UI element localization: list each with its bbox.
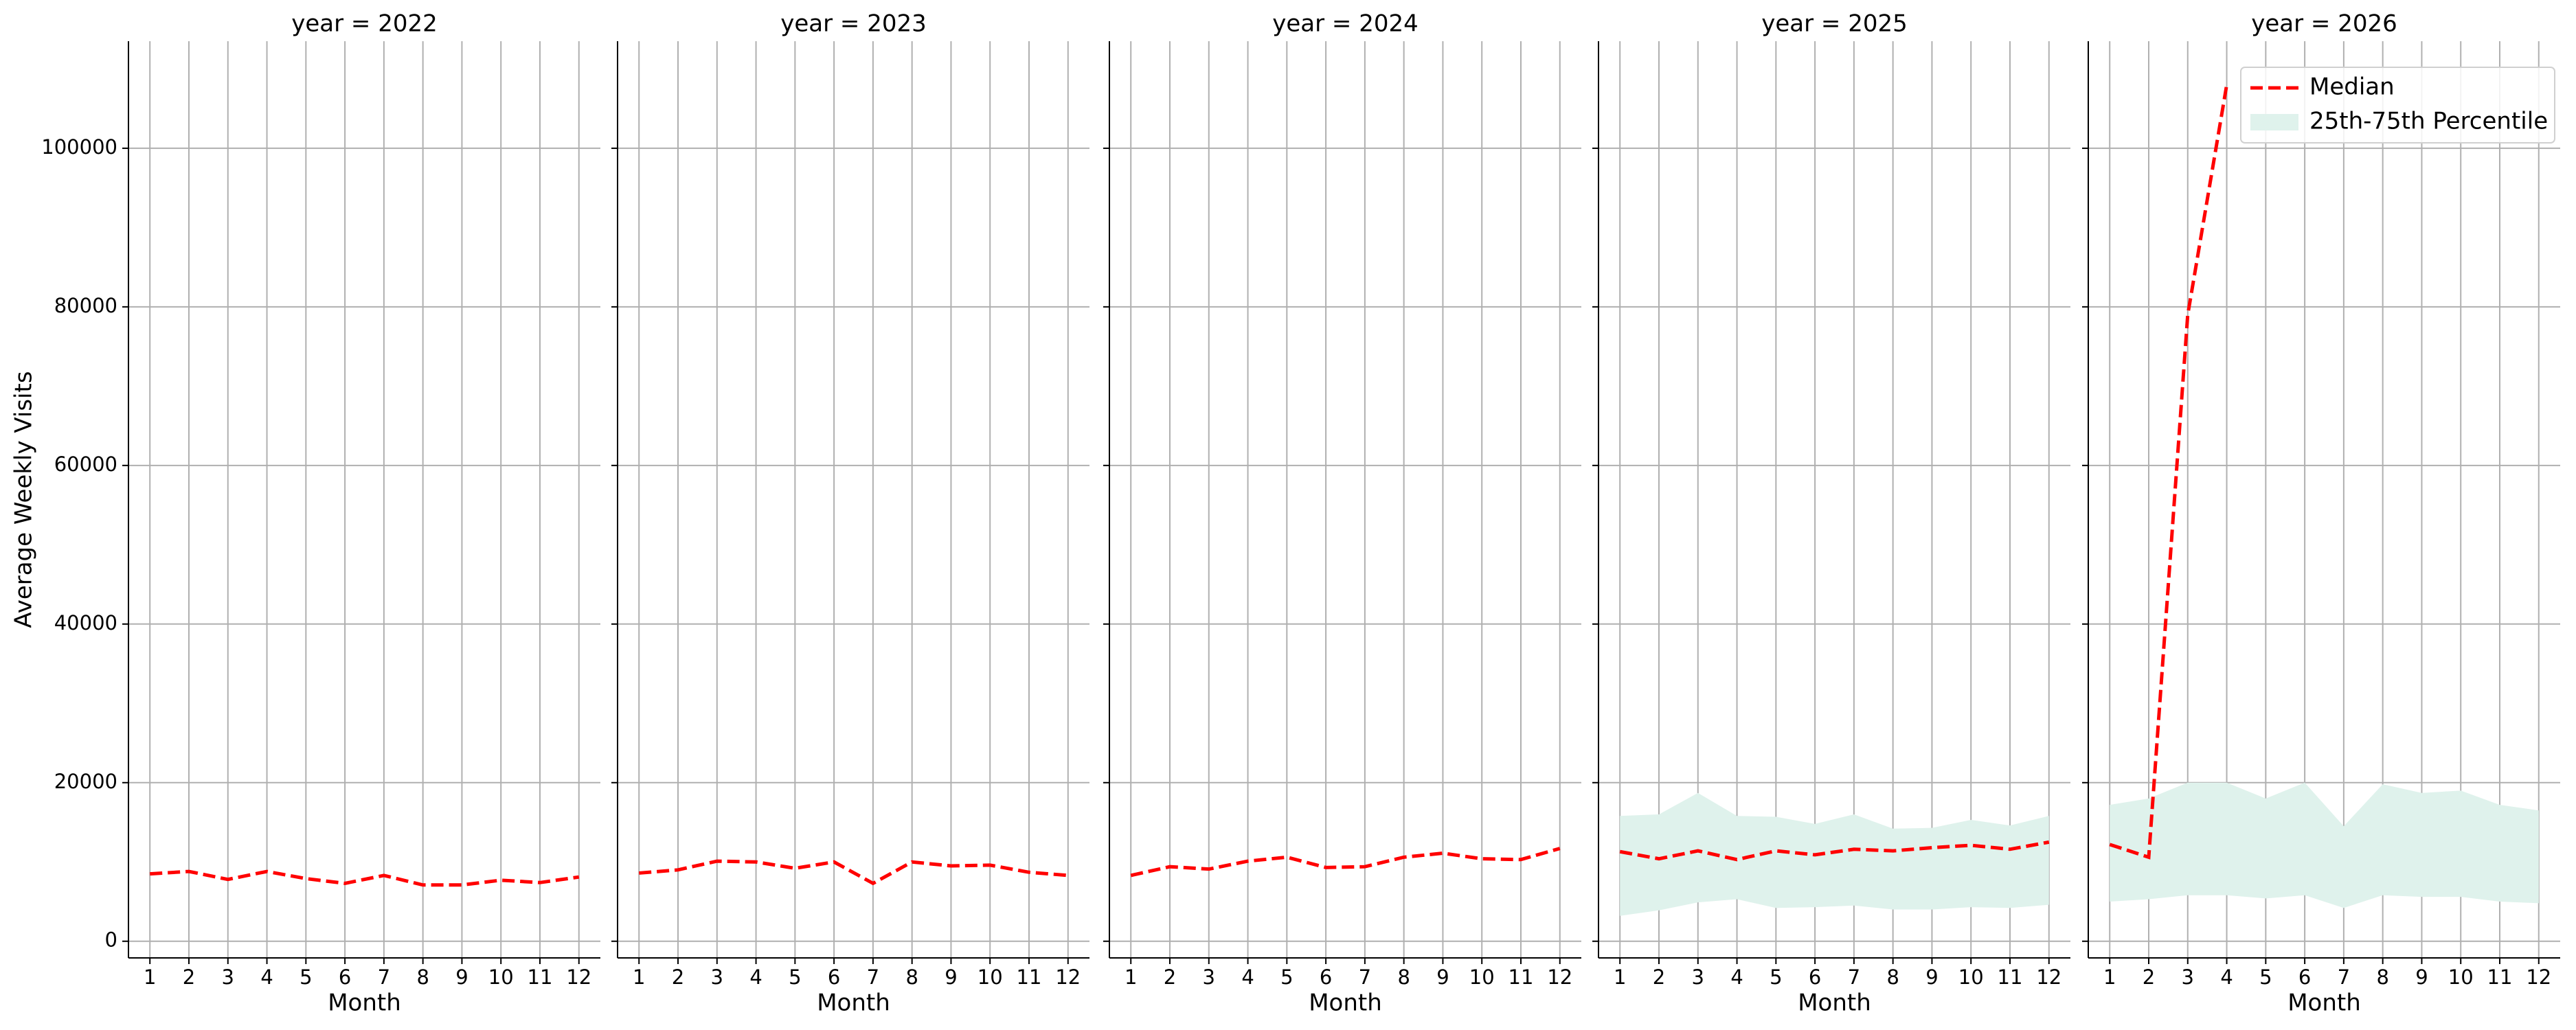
median-line: [1130, 847, 1561, 878]
facet-title: year = 2022: [291, 10, 437, 38]
median-line: [150, 869, 580, 887]
x-tick-label: 12: [566, 965, 591, 989]
x-tick-label: 2: [672, 965, 684, 989]
x-tick-label: 7: [378, 965, 390, 989]
x-tick-label: 6: [828, 965, 840, 989]
x-tick-label: 10: [978, 965, 1003, 989]
percentile-band: [2110, 782, 2539, 908]
x-tick-label: 5: [1280, 965, 1293, 989]
median-line: [1619, 840, 2050, 862]
x-tick-label: 5: [789, 965, 801, 989]
x-tick-label: 10: [2448, 965, 2474, 989]
x-axis-label: Month: [2287, 989, 2361, 1017]
x-tick-label: 8: [416, 965, 429, 989]
x-tick-label: 9: [2415, 965, 2428, 989]
x-tick-label: 7: [1359, 965, 1371, 989]
facet-title: year = 2026: [2251, 10, 2397, 38]
x-tick-label: 4: [749, 965, 762, 989]
x-axis-label: Month: [328, 989, 401, 1017]
x-tick-label: 3: [711, 965, 723, 989]
x-tick-label: 11: [1017, 965, 1042, 989]
y-tick-label: 0: [105, 928, 117, 952]
x-tick-label: 9: [945, 965, 957, 989]
x-tick-label: 9: [1436, 965, 1449, 989]
x-tick-label: 5: [1770, 965, 1782, 989]
x-tick-label: 2: [183, 965, 195, 989]
facet-title: year = 2023: [780, 10, 926, 38]
x-tick-label: 8: [1886, 965, 1899, 989]
x-tick-label: 12: [1547, 965, 1572, 989]
x-tick-label: 6: [339, 965, 351, 989]
x-tick-label: 11: [1509, 965, 1534, 989]
y-tick-label: 100000: [41, 135, 117, 159]
x-tick-label: 3: [222, 965, 234, 989]
x-tick-label: 5: [2259, 965, 2272, 989]
x-tick-label: 7: [867, 965, 879, 989]
percentile-band: [1620, 792, 2049, 916]
x-tick-label: 2: [2143, 965, 2155, 989]
y-tick-label: 40000: [54, 611, 117, 634]
x-tick-label: 6: [2298, 965, 2311, 989]
x-axis-label: Month: [1798, 989, 1871, 1017]
x-tick-label: 1: [633, 965, 645, 989]
x-tick-label: 3: [1692, 965, 1704, 989]
x-tick-label: 3: [2182, 965, 2194, 989]
x-tick-label: 10: [1469, 965, 1495, 989]
x-tick-label: 4: [1730, 965, 1743, 989]
x-tick-label: 7: [2338, 965, 2350, 989]
x-tick-label: 8: [1397, 965, 1410, 989]
x-tick-label: 1: [1125, 965, 1137, 989]
y-tick-label: 80000: [54, 294, 117, 317]
x-tick-label: 12: [2036, 965, 2061, 989]
x-tick-label: 2: [1164, 965, 1176, 989]
y-axis-label: Average Weekly Visits: [10, 371, 38, 628]
x-tick-label: 11: [1998, 965, 2023, 989]
x-tick-label: 4: [260, 965, 273, 989]
x-tick-label: 6: [1809, 965, 1821, 989]
x-tick-label: 8: [2376, 965, 2388, 989]
x-tick-label: 5: [300, 965, 312, 989]
y-tick-label: 20000: [54, 770, 117, 793]
x-tick-label: 10: [488, 965, 514, 989]
x-axis-label: Month: [817, 989, 890, 1017]
x-tick-label: 1: [2103, 965, 2116, 989]
median-line: [2109, 84, 2229, 860]
legend-patch: [2250, 114, 2298, 130]
x-tick-label: 9: [455, 965, 468, 989]
x-tick-label: 4: [2220, 965, 2233, 989]
x-tick-label: 12: [2526, 965, 2551, 989]
x-tick-label: 11: [2487, 965, 2513, 989]
x-tick-label: 7: [1848, 965, 1860, 989]
legend-box: [2240, 67, 2555, 144]
x-tick-label: 8: [905, 965, 918, 989]
x-tick-label: 4: [1241, 965, 1254, 989]
legend: Median 25th-75th Percentile: [2240, 67, 2555, 144]
x-tick-label: 1: [144, 965, 156, 989]
legend-label: Median: [2309, 73, 2395, 101]
x-axis-label: Month: [1309, 989, 1382, 1017]
x-tick-label: 10: [1958, 965, 1984, 989]
x-tick-label: 1: [1614, 965, 1626, 989]
median-line: [639, 859, 1068, 886]
legend-label: 25th-75th Percentile: [2309, 108, 2548, 135]
facet-title: year = 2024: [1272, 10, 1418, 38]
x-tick-label: 2: [1653, 965, 1665, 989]
x-tick-label: 11: [528, 965, 553, 989]
x-tick-label: 3: [1203, 965, 1215, 989]
facet-title: year = 2025: [1761, 10, 1907, 38]
y-tick-label: 60000: [54, 453, 117, 476]
x-tick-label: 12: [1055, 965, 1081, 989]
x-tick-label: 9: [1925, 965, 1938, 989]
x-tick-label: 6: [1320, 965, 1332, 989]
